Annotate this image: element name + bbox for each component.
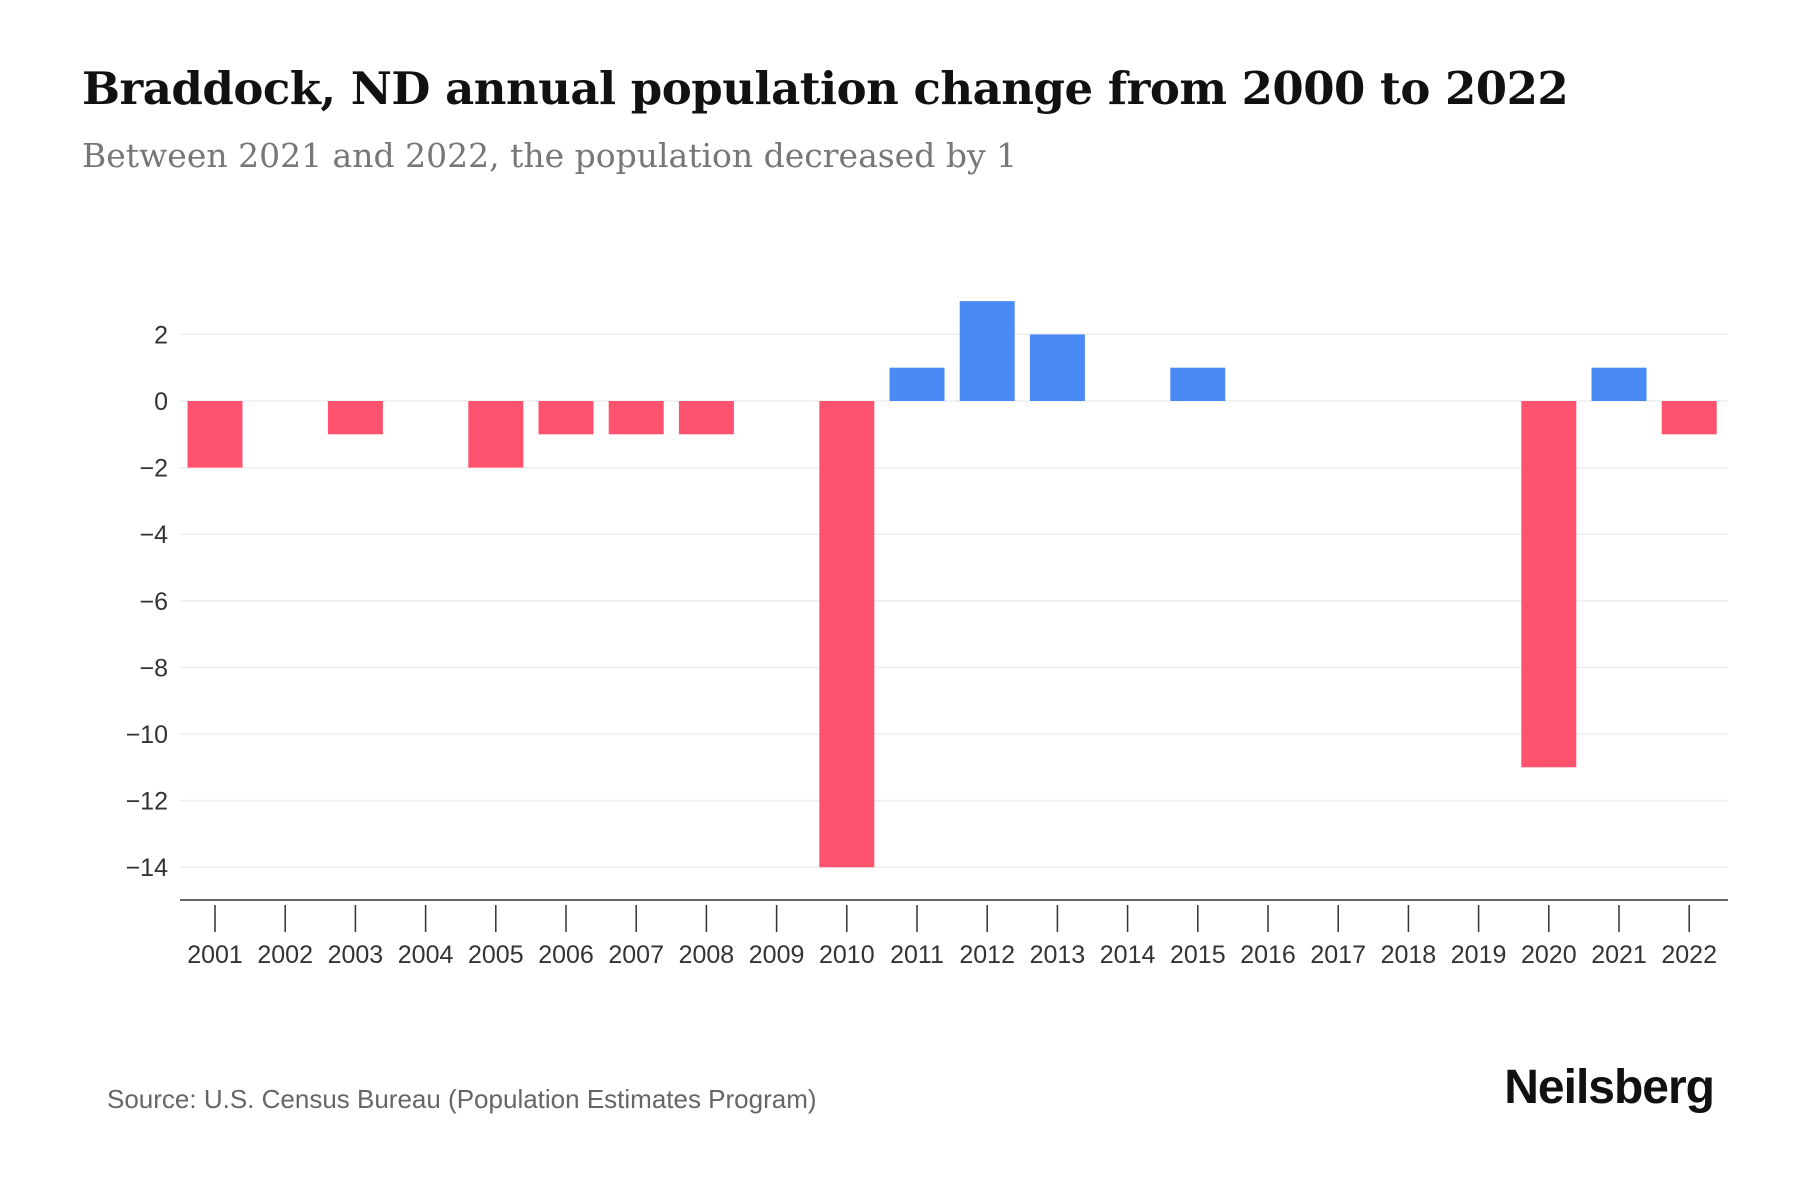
- y-tick-label: −2: [139, 455, 168, 483]
- x-tick-label: 2002: [257, 941, 313, 969]
- x-tick-label: 2007: [608, 941, 664, 969]
- x-tick-label: 2020: [1521, 941, 1577, 969]
- bar-2007: [608, 401, 664, 435]
- chart-title: Braddock, ND annual population change fr…: [82, 62, 1569, 115]
- bar-2010: [819, 401, 875, 868]
- x-tick-label: 2012: [959, 941, 1015, 969]
- source-note: Source: U.S. Census Bureau (Population E…: [107, 1084, 817, 1114]
- bar-2013: [1029, 334, 1085, 401]
- x-tick-label: 2003: [328, 941, 384, 969]
- y-tick-label: −14: [126, 854, 169, 882]
- y-tick-label: 2: [154, 321, 168, 349]
- x-tick-label: 2010: [819, 941, 875, 969]
- bar-2005: [468, 401, 524, 468]
- y-tick-label: −4: [139, 521, 168, 549]
- x-tick-label: 2019: [1451, 941, 1507, 969]
- bar-2008: [678, 401, 734, 435]
- x-tick-label: 2021: [1591, 941, 1647, 969]
- x-tick-label: 2008: [679, 941, 735, 969]
- y-tick-label: −12: [126, 788, 168, 816]
- y-tick-label: −10: [126, 721, 168, 749]
- y-tick-label: −6: [139, 588, 168, 616]
- bar-2011: [889, 367, 945, 401]
- neilsberg-logo: Neilsberg: [1504, 1061, 1715, 1114]
- x-tick-label: 2005: [468, 941, 524, 969]
- chart-subtitle: Between 2021 and 2022, the population de…: [82, 136, 1018, 175]
- x-tick-label: 2004: [398, 941, 454, 969]
- x-tick-label: 2011: [890, 941, 944, 969]
- x-tick-label: 2018: [1381, 941, 1437, 969]
- x-tick-label: 2022: [1661, 941, 1717, 969]
- y-tick-label: −8: [139, 654, 168, 682]
- x-tick-label: 2013: [1030, 941, 1086, 969]
- x-tick-label: 2009: [749, 941, 805, 969]
- x-tick-label: 2017: [1310, 941, 1366, 969]
- x-tick-label: 2006: [538, 941, 594, 969]
- x-tick-label: 2014: [1100, 941, 1156, 969]
- x-tick-label: 2016: [1240, 941, 1296, 969]
- y-tick-label: 0: [154, 388, 168, 416]
- bar-2001: [187, 401, 243, 468]
- bar-2022: [1661, 401, 1717, 435]
- x-tick-label: 2015: [1170, 941, 1226, 969]
- bar-2003: [327, 401, 383, 435]
- bar-2006: [538, 401, 594, 435]
- x-tick-label: 2001: [187, 941, 243, 969]
- bar-2020: [1521, 401, 1577, 768]
- bar-2021: [1591, 367, 1647, 401]
- bar-2012: [959, 301, 1015, 401]
- bar-2015: [1170, 367, 1226, 401]
